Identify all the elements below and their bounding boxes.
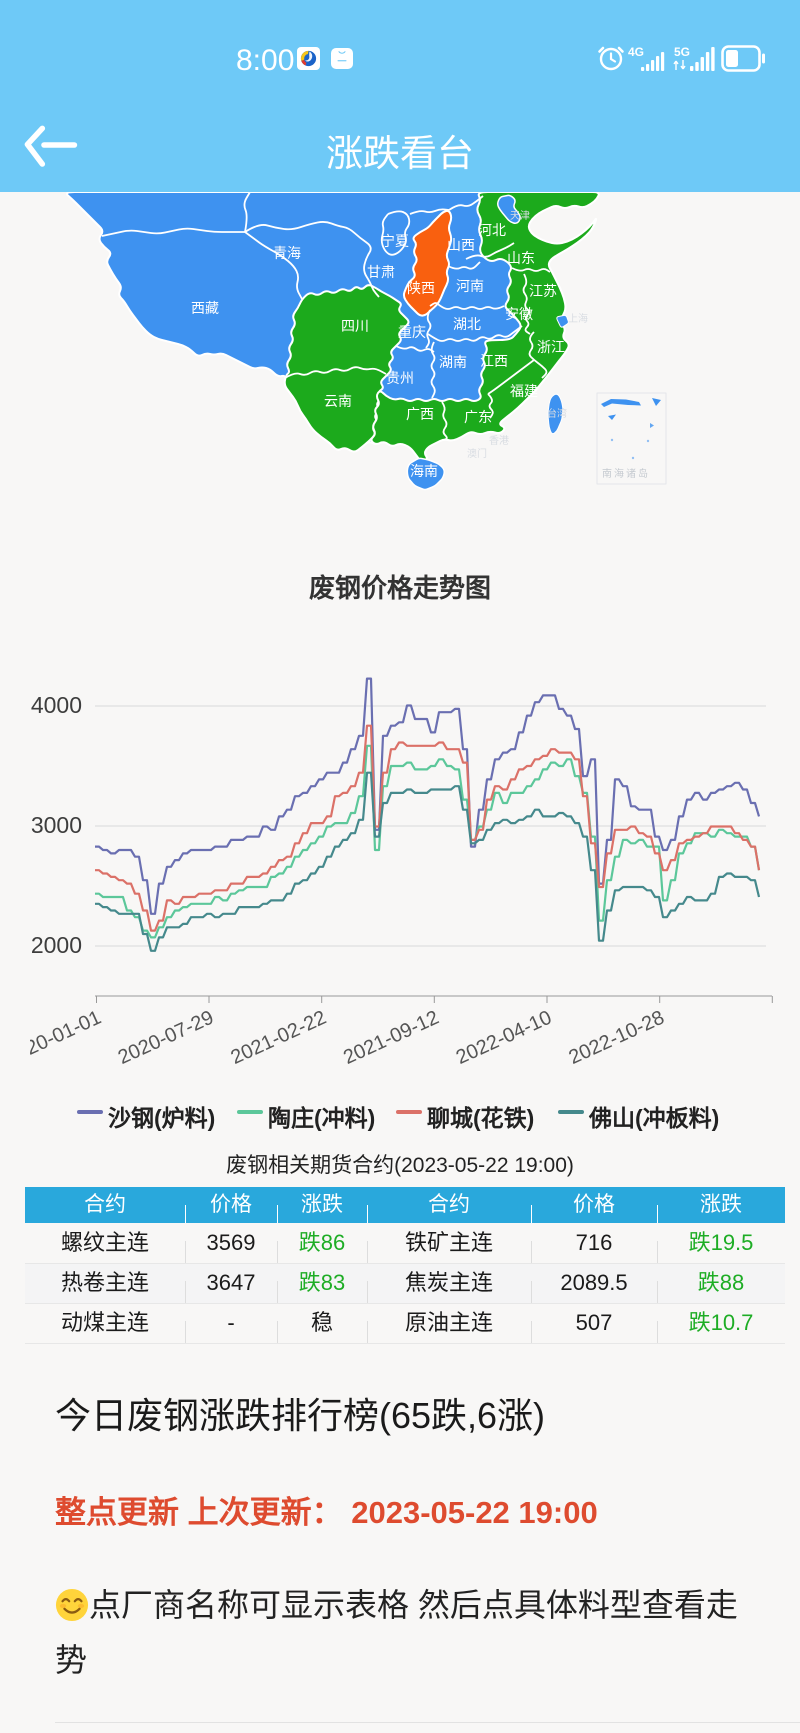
- svg-text:2022-04-10: 2022-04-10: [453, 1007, 555, 1069]
- svg-text:福建: 福建: [510, 383, 538, 399]
- svg-text:湖南: 湖南: [439, 354, 467, 370]
- svg-text:2020-01-01: 2020-01-01: [2, 1007, 104, 1069]
- svg-text:云南: 云南: [324, 393, 352, 409]
- svg-text:2022-10-28: 2022-10-28: [566, 1007, 668, 1069]
- svg-text:3000: 3000: [31, 812, 82, 838]
- svg-text:陕西: 陕西: [407, 280, 435, 296]
- svg-text:宁夏: 宁夏: [381, 233, 409, 249]
- svg-text:江苏: 江苏: [529, 283, 557, 299]
- svg-text:浙江: 浙江: [537, 339, 565, 355]
- svg-text:湖北: 湖北: [453, 316, 481, 332]
- svg-text:香港: 香港: [489, 435, 509, 447]
- svg-text:山西: 山西: [447, 237, 475, 253]
- svg-text:南海诸岛: 南海诸岛: [602, 467, 650, 480]
- svg-text:西藏: 西藏: [191, 300, 219, 316]
- svg-text:贵州: 贵州: [386, 370, 414, 386]
- svg-text:广东: 广东: [464, 409, 492, 425]
- svg-text:2021-02-22: 2021-02-22: [228, 1007, 330, 1069]
- svg-text:澳门: 澳门: [467, 447, 487, 460]
- svg-text:广西: 广西: [406, 406, 434, 422]
- svg-text:上海: 上海: [568, 312, 588, 325]
- svg-text:河南: 河南: [456, 278, 484, 294]
- svg-text:4000: 4000: [31, 692, 82, 718]
- svg-text:安徽: 安徽: [505, 306, 533, 322]
- svg-text:重庆: 重庆: [398, 324, 426, 340]
- svg-text:四川: 四川: [341, 318, 369, 334]
- svg-text:2000: 2000: [31, 932, 82, 958]
- svg-text:江西: 江西: [480, 353, 508, 369]
- svg-text:天津: 天津: [510, 210, 530, 222]
- svg-text:河北: 河北: [478, 222, 506, 238]
- svg-text:甘肃: 甘肃: [367, 264, 395, 280]
- svg-text:青海: 青海: [273, 245, 301, 261]
- svg-text:台湾: 台湾: [547, 407, 567, 420]
- svg-text:山东: 山东: [507, 250, 535, 266]
- svg-text:2020-07-29: 2020-07-29: [115, 1007, 217, 1069]
- svg-text:海南: 海南: [410, 463, 438, 479]
- svg-text:2021-09-12: 2021-09-12: [340, 1007, 442, 1069]
